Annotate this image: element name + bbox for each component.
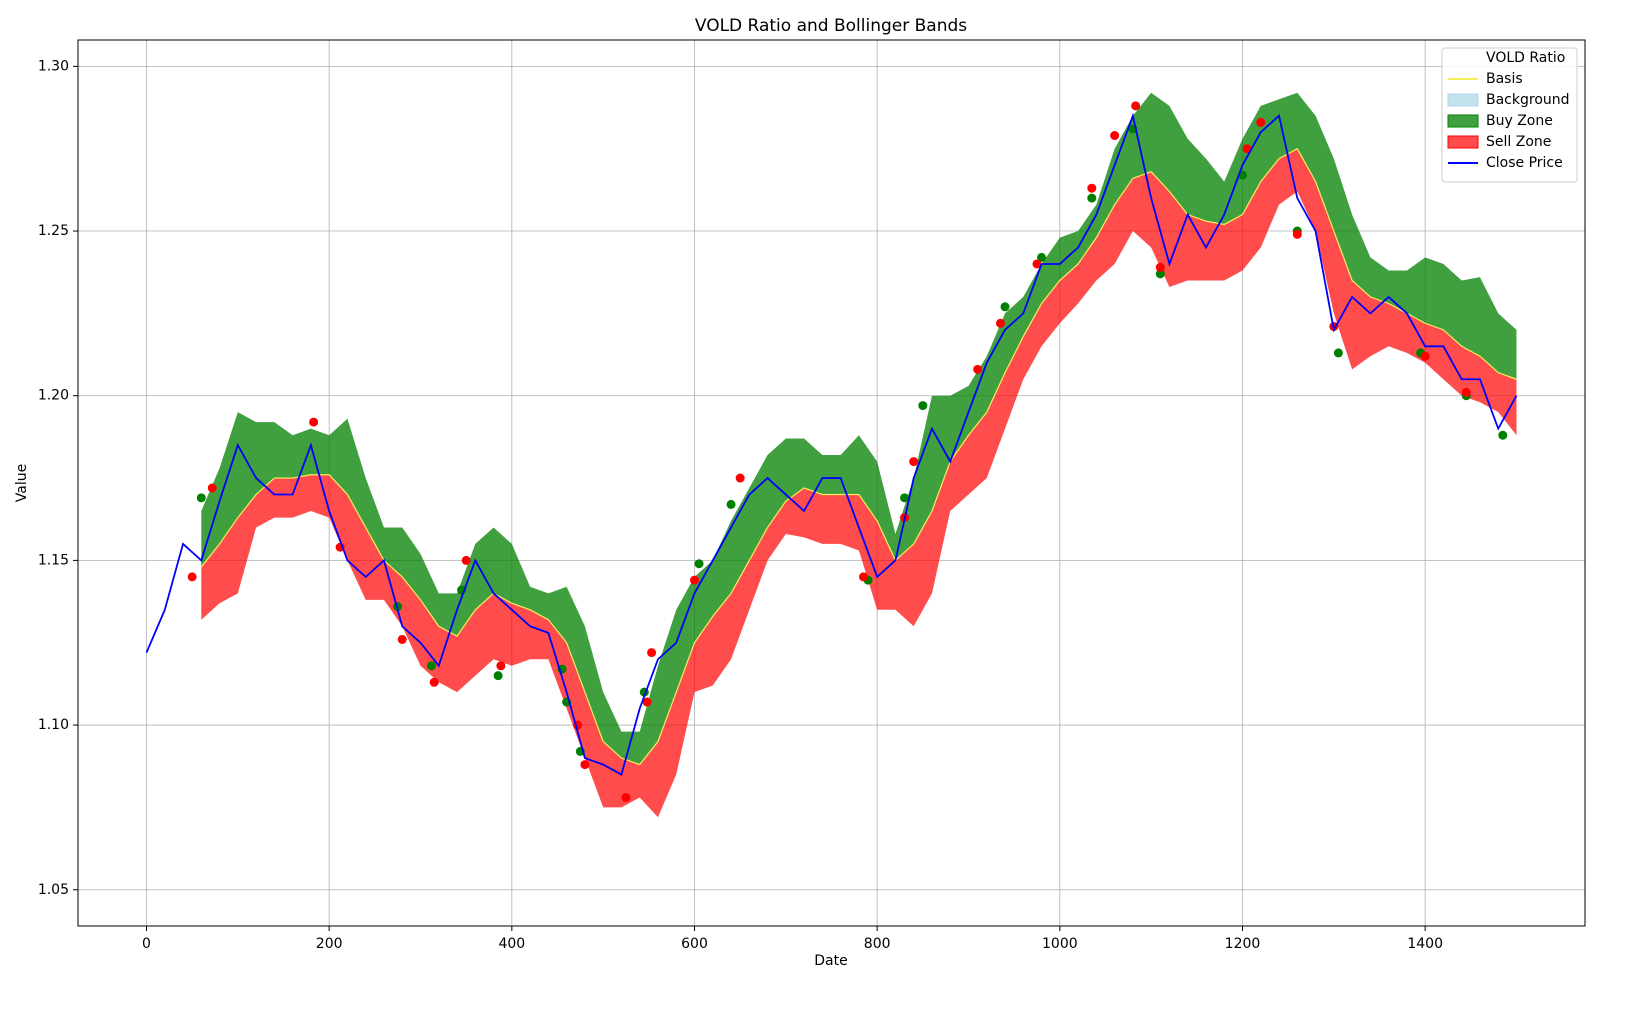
legend-swatch — [1447, 93, 1479, 107]
x-tick-label: 800 — [864, 936, 891, 952]
sell-signal — [461, 555, 471, 565]
x-tick-label: 600 — [681, 936, 708, 952]
buy-signal — [918, 401, 928, 411]
band-area — [201, 92, 1517, 765]
sell-signal — [580, 760, 590, 770]
legend-label: Sell Zone — [1486, 134, 1551, 150]
sell-signal — [1256, 117, 1266, 127]
sell-signal — [621, 793, 631, 803]
sell-signal — [647, 648, 657, 658]
buy-signal — [493, 671, 503, 681]
legend-swatch — [1447, 135, 1479, 149]
x-tick-label: 1200 — [1225, 936, 1261, 952]
sell-signal — [1155, 262, 1165, 272]
x-tick-label: 0 — [142, 936, 151, 952]
legend-label: Close Price — [1486, 155, 1563, 171]
y-tick-label: 1.20 — [38, 388, 69, 404]
sell-signal — [496, 661, 506, 671]
buy-signal — [1333, 348, 1343, 358]
x-tick-label: 200 — [316, 936, 343, 952]
sell-signal — [1461, 387, 1471, 397]
sell-signal — [909, 457, 919, 467]
legend-label: VOLD Ratio — [1486, 50, 1565, 66]
buy-signal — [1155, 269, 1165, 279]
sell-signal — [1032, 259, 1042, 269]
sell-signal — [207, 483, 217, 493]
sell-signal — [1087, 183, 1097, 193]
y-tick-label: 1.15 — [38, 552, 69, 568]
line — [145, 112, 1518, 776]
y-tick-label: 1.30 — [38, 58, 69, 74]
buy-signal — [196, 493, 206, 503]
legend-label: Basis — [1486, 71, 1523, 87]
y-axis-label: Value — [14, 464, 30, 502]
line — [200, 147, 1517, 766]
x-tick-label: 1000 — [1042, 936, 1078, 952]
plot-area — [145, 92, 1518, 818]
sell-signal — [1242, 144, 1252, 154]
sell-signal — [309, 417, 319, 427]
legend-swatch — [1447, 114, 1479, 128]
y-tick-label: 1.10 — [38, 717, 69, 733]
x-axis-label: Date — [814, 953, 847, 969]
legend-label: Buy Zone — [1486, 113, 1553, 129]
sell-signal — [690, 575, 699, 585]
sell-signal — [858, 572, 868, 582]
sell-signal — [735, 473, 745, 483]
buy-signal — [694, 559, 704, 569]
sell-signal — [995, 318, 1005, 328]
buy-signal — [1037, 252, 1047, 262]
band-area — [201, 148, 1517, 818]
sell-signal — [1131, 101, 1141, 111]
buy-signal — [426, 661, 436, 671]
buy-signal — [726, 499, 736, 509]
sell-signal — [973, 364, 983, 374]
x-tick-label: 1400 — [1407, 936, 1443, 952]
buy-signal — [1498, 430, 1508, 440]
sell-signal — [187, 572, 197, 582]
legend-label: Background — [1486, 92, 1570, 108]
sell-signal — [429, 677, 439, 687]
legend: VOLD Ratio Basis Background Buy Zone Sell Zo… — [1441, 47, 1578, 183]
buy-signal — [1000, 302, 1010, 312]
sell-signal — [1110, 131, 1120, 141]
x-tick-label: 400 — [498, 936, 525, 952]
plot-frame — [77, 39, 1586, 927]
chart-title: VOLD Ratio and Bollinger Bands — [695, 16, 967, 36]
sell-signal — [1292, 229, 1302, 239]
y-tick-label: 1.25 — [38, 223, 69, 239]
y-tick-label: 1.05 — [38, 882, 69, 898]
sell-signal — [1420, 351, 1430, 361]
buy-signal — [1087, 193, 1097, 203]
sell-signal — [397, 634, 407, 644]
buy-signal — [900, 493, 910, 503]
sell-signal — [642, 697, 652, 707]
